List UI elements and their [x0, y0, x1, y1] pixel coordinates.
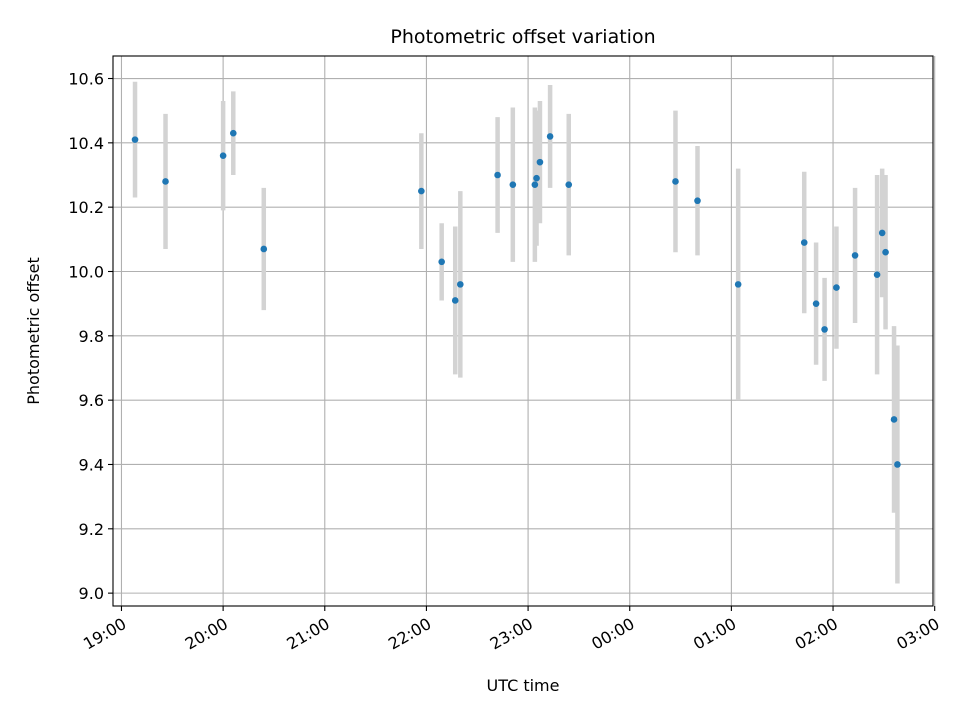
- data-point: [260, 245, 268, 253]
- data-point: [494, 171, 501, 179]
- data-point: [565, 181, 573, 188]
- data-point: [546, 133, 554, 140]
- y-tick-label: 10.6: [68, 70, 104, 89]
- data-point: [229, 129, 237, 137]
- y-axis-title: Photometric offset: [24, 257, 43, 405]
- y-axis-ticks: 9.0 9.2 9.4 9.6 9.8 10.0 10.2 10.4 10.6: [68, 70, 113, 603]
- data-point: [536, 158, 544, 166]
- data-point: [451, 297, 459, 304]
- y-tick-label: 10.2: [68, 198, 104, 217]
- chart-title: Photometric offset variation: [390, 26, 655, 48]
- y-tick-label: 10.4: [68, 134, 104, 153]
- data-point: [851, 252, 859, 259]
- grid: [113, 56, 936, 606]
- data-points: [131, 129, 901, 468]
- data-point: [531, 181, 539, 188]
- data-point: [438, 258, 445, 266]
- y-tick-label: 9.2: [79, 520, 104, 539]
- data-point: [800, 239, 808, 246]
- data-point: [882, 248, 889, 256]
- data-point: [873, 271, 881, 279]
- data-point: [457, 281, 464, 288]
- data-point: [833, 284, 840, 291]
- data-point: [219, 152, 227, 160]
- data-point: [131, 136, 139, 143]
- data-point: [694, 197, 701, 205]
- data-point: [734, 281, 742, 288]
- data-point: [509, 181, 517, 188]
- data-point: [533, 174, 540, 182]
- y-tick-label: 9.8: [79, 327, 104, 346]
- x-axis-title: UTC time: [487, 676, 560, 695]
- plot-frame: [112, 55, 934, 607]
- data-point: [894, 461, 901, 468]
- data-point: [812, 300, 820, 307]
- y-tick-label: 9.4: [79, 455, 104, 474]
- y-tick-label: 9.0: [79, 584, 104, 603]
- data-point: [878, 229, 886, 237]
- data-point: [418, 187, 425, 195]
- data-point: [821, 326, 828, 333]
- y-tick-label: 9.6: [79, 391, 104, 410]
- data-point: [890, 416, 898, 423]
- data-point: [162, 178, 169, 185]
- y-tick-label: 10.0: [68, 262, 104, 281]
- data-point: [672, 178, 679, 185]
